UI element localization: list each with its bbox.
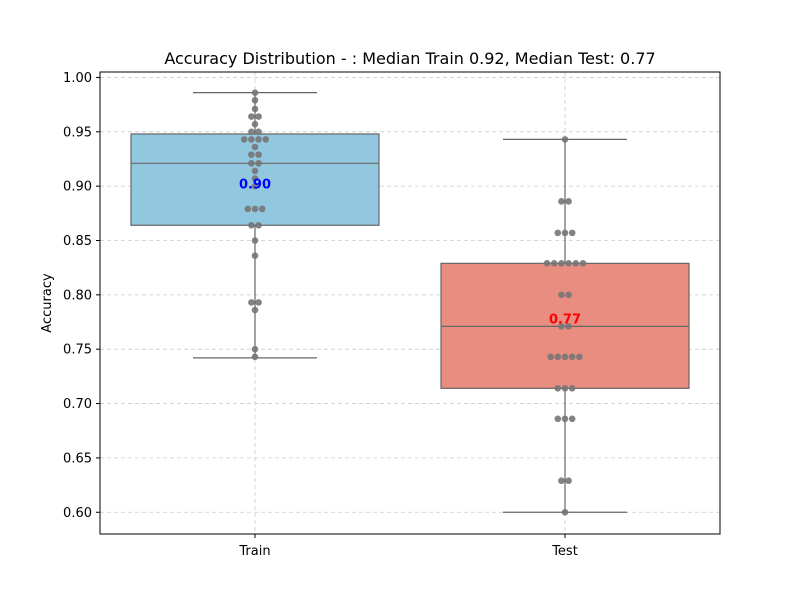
box-plots <box>130 92 690 513</box>
data-point <box>568 353 576 361</box>
data-point <box>255 113 262 120</box>
data-point <box>248 136 255 143</box>
data-point <box>561 136 569 143</box>
data-point <box>248 113 255 120</box>
data-point <box>558 198 565 205</box>
mean-annotation: 0.77 <box>549 312 581 327</box>
data-point <box>572 260 580 267</box>
data-point <box>251 345 259 353</box>
data-point <box>251 143 259 151</box>
data-point <box>565 477 572 485</box>
data-point <box>255 160 262 167</box>
plot-frame <box>99 71 721 535</box>
data-point <box>547 353 554 361</box>
data-point <box>248 160 255 167</box>
data-point <box>251 306 259 314</box>
y-tick-label: 0.90 <box>63 180 92 195</box>
data-point <box>251 182 259 190</box>
y-tick-label: 0.65 <box>63 451 92 466</box>
data-point <box>251 205 259 213</box>
data-point <box>554 353 562 361</box>
mean-annotations: 0.90 0.77 <box>239 177 581 327</box>
data-point <box>251 353 259 361</box>
data-point <box>550 260 558 267</box>
data-point <box>565 260 572 267</box>
y-tick-label: 0.80 <box>63 288 92 303</box>
y-tick-label: 1.00 <box>63 71 92 86</box>
data-point <box>576 353 583 361</box>
data-point <box>251 237 259 244</box>
y-axis-label: Accuracy <box>40 273 55 333</box>
swarm-points <box>240 89 587 516</box>
data-point <box>248 299 255 306</box>
data-point <box>251 175 259 182</box>
data-point <box>565 291 572 299</box>
y-tick-label: 0.60 <box>63 506 92 521</box>
data-point <box>558 477 565 485</box>
data-point <box>561 508 569 516</box>
data-point <box>554 229 562 237</box>
y-tick-label: 0.70 <box>63 397 92 412</box>
chart-title: Accuracy Distribution - : Median Train 0… <box>164 49 655 68</box>
data-point <box>554 385 562 392</box>
y-tick-label: 0.95 <box>63 125 92 140</box>
data-point <box>248 151 255 158</box>
data-point <box>262 136 270 143</box>
data-point <box>558 260 565 267</box>
data-point <box>255 128 262 136</box>
x-tick-label: Train <box>238 544 270 559</box>
data-point <box>568 415 576 423</box>
data-point <box>248 128 255 136</box>
data-point <box>251 252 259 260</box>
data-point <box>558 323 565 330</box>
y-tick-label: 0.85 <box>63 234 92 249</box>
data-point <box>248 221 255 229</box>
data-point <box>554 415 562 423</box>
data-point <box>255 151 262 158</box>
data-point <box>543 260 551 267</box>
data-point <box>568 385 576 392</box>
data-point <box>251 96 259 104</box>
data-point <box>251 167 259 175</box>
data-point <box>565 198 572 205</box>
data-point <box>251 105 259 113</box>
data-point <box>561 385 569 392</box>
y-tick-label: 0.75 <box>63 343 92 358</box>
x-tick-label: Test <box>551 544 578 559</box>
data-point <box>561 229 569 237</box>
data-point <box>251 120 259 128</box>
data-point <box>558 291 565 299</box>
data-point <box>565 323 572 330</box>
x-axis-ticks: Train Test <box>238 534 578 559</box>
mean-annotation: 0.90 <box>239 177 271 192</box>
data-point <box>240 136 248 143</box>
data-point <box>579 260 587 267</box>
y-axis-ticks: 0.60 0.65 0.70 0.75 0.80 0.85 0.90 0.95 1.00 <box>63 71 100 521</box>
data-point <box>255 299 262 306</box>
data-point <box>255 221 262 229</box>
data-point <box>561 353 569 361</box>
data-point <box>255 136 262 143</box>
data-point <box>251 89 259 96</box>
data-point <box>244 205 252 213</box>
data-point <box>258 205 266 213</box>
data-point <box>568 229 576 237</box>
data-point <box>561 415 569 423</box>
